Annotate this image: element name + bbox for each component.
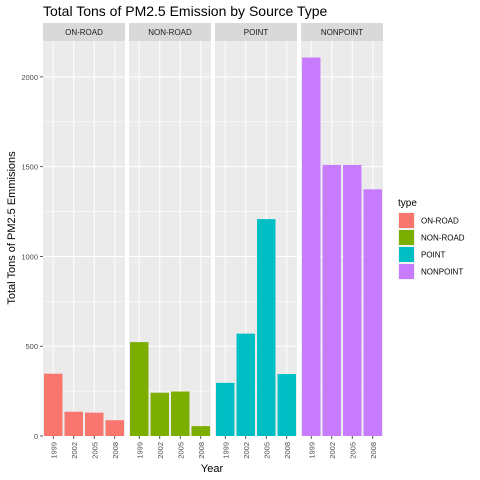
bar-on-road-1999 <box>44 373 63 436</box>
x-tick-label: 2005 <box>176 442 185 459</box>
x-tick-label: 2008 <box>197 442 206 459</box>
x-tick-label: 2008 <box>111 442 120 459</box>
panel-background <box>215 41 297 436</box>
bar-point-2008 <box>277 374 296 436</box>
x-tick-label: 2002 <box>70 442 79 459</box>
facet-panel-point: POINT 1999 2002 2005 2008 <box>215 23 297 459</box>
bar-point-1999 <box>216 382 235 436</box>
y-tick-label: 0 <box>34 432 38 441</box>
legend-label: POINT <box>421 251 446 260</box>
legend-label: ON-ROAD <box>421 217 459 226</box>
chart-title: Total Tons of PM2.5 Emission by Source T… <box>43 3 328 19</box>
y-axis: 0 500 1000 1500 2000 <box>21 73 43 441</box>
y-tick-label: 500 <box>25 342 38 351</box>
x-tick-label: 2008 <box>283 442 292 459</box>
y-axis-title: Total Tons of PM2.5 Emmisions <box>6 151 18 305</box>
legend-swatch-point <box>399 247 414 262</box>
x-tick-label: 2002 <box>156 442 165 459</box>
bar-nonpoint-2008 <box>363 189 382 436</box>
bar-non-road-2008 <box>191 426 210 436</box>
legend-label: NON-ROAD <box>421 234 465 243</box>
bar-on-road-2002 <box>64 411 83 436</box>
bar-non-road-2002 <box>150 392 169 436</box>
facet-panels: ON-ROAD 1999 2002 2005 2008 NON-ROAD 1999 2002 2… <box>43 23 383 459</box>
facet-strip-label: ON-ROAD <box>65 28 103 37</box>
y-tick-label: 2000 <box>21 73 38 82</box>
legend-label: NONPOINT <box>421 268 463 277</box>
x-tick-label: 1999 <box>135 442 144 459</box>
legend: type ON-ROAD NON-ROAD POINT NONPOINT <box>398 198 465 280</box>
panel-background <box>43 41 125 436</box>
bar-non-road-1999 <box>130 342 149 436</box>
x-tick-label: 2005 <box>262 442 271 459</box>
x-tick-label: 2002 <box>242 442 251 459</box>
bar-nonpoint-2005 <box>343 164 362 437</box>
facet-strip-label: NONPOINT <box>321 28 363 37</box>
facet-strip <box>43 23 125 41</box>
x-tick-label: 2005 <box>348 442 357 459</box>
x-tick-label: 1999 <box>221 442 230 459</box>
bar-nonpoint-1999 <box>302 57 321 436</box>
x-axis-title: Year <box>201 463 224 475</box>
x-tick-label: 1999 <box>49 442 58 459</box>
bar-non-road-2005 <box>171 391 190 436</box>
bar-point-2005 <box>257 219 276 436</box>
facet-strip <box>129 23 211 41</box>
x-tick-label: 2005 <box>90 442 99 459</box>
bar-on-road-2008 <box>105 420 124 436</box>
x-tick-label: 1999 <box>307 442 316 459</box>
bar-point-2002 <box>236 333 255 436</box>
y-tick-label: 1500 <box>21 163 38 172</box>
facet-strip-label: POINT <box>244 28 269 37</box>
legend-swatch-non-road <box>399 230 414 245</box>
facet-panel-nonpoint: NONPOINT 1999 2002 2005 2008 <box>301 23 383 459</box>
facet-strip-label: NON-ROAD <box>148 28 192 37</box>
x-tick-label: 2008 <box>369 442 378 459</box>
legend-swatch-nonpoint <box>399 264 414 279</box>
bar-on-road-2005 <box>85 412 104 436</box>
facet-strip <box>301 23 383 41</box>
facet-panel-non-road: NON-ROAD 1999 2002 2005 2008 <box>129 23 211 459</box>
x-tick-label: 2002 <box>328 442 337 459</box>
facet-panel-on-road: ON-ROAD 1999 2002 2005 2008 <box>43 23 125 459</box>
y-tick-label: 1000 <box>21 252 38 261</box>
legend-title: type <box>398 198 417 209</box>
bar-nonpoint-2002 <box>322 164 341 437</box>
facet-strip <box>215 23 297 41</box>
legend-swatch-on-road <box>399 213 414 228</box>
